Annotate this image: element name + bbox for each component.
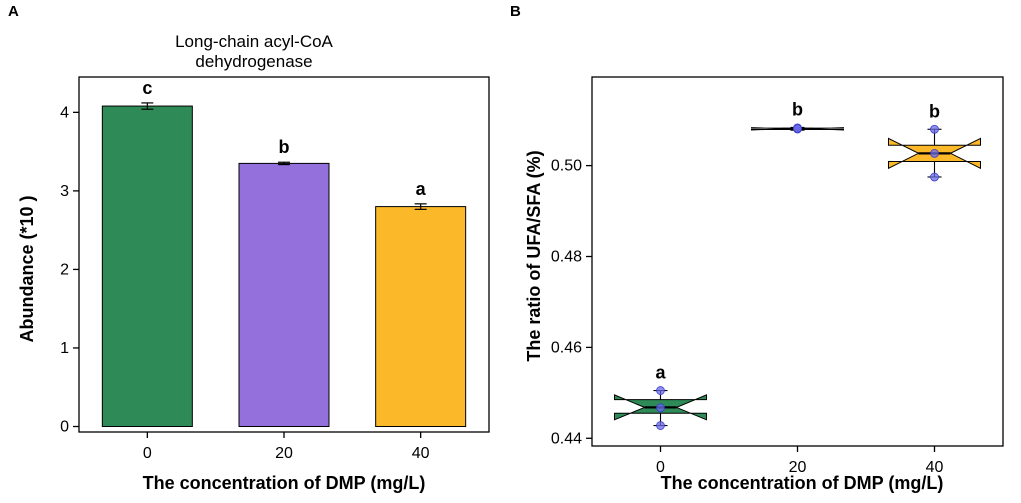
panel-b-data-point <box>656 403 665 413</box>
panel-a-title-line-2: dehydrogenase <box>195 52 312 71</box>
panel-a-y-tick-label: 2 <box>60 261 69 278</box>
panel-b-y-tick-label: 0.44 <box>551 430 582 447</box>
panel-b-y-tick-label: 0.50 <box>551 158 582 175</box>
panel-b-x-axis-label: The concentration of DMP (mg/L) <box>661 473 944 493</box>
panel-a-bar-40 <box>375 206 467 428</box>
panel-b-y-tick-label: 0.48 <box>551 249 582 266</box>
panel-b-data-point <box>793 124 802 133</box>
panel-b-x-tick-label: 0 <box>656 459 665 476</box>
panel-b-significance-label: b <box>792 99 803 119</box>
panel-a-bar-0 <box>101 105 193 428</box>
panel-a-y-tick-label: 0 <box>60 419 69 436</box>
panel-a-x-tick-label: 20 <box>275 445 293 462</box>
panel-b-data-point <box>656 386 665 395</box>
panel-a-significance-label: b <box>279 137 290 157</box>
panel-b-y-axis-label: The ratio of UFA/SFA (%) <box>524 150 544 361</box>
panel-b-significance-label: b <box>929 101 940 121</box>
panel-a-title-line-1: Long-chain acyl-CoA <box>175 32 333 51</box>
panel-a-bar-20 <box>238 162 330 428</box>
panel-a-y-tick-label: 3 <box>60 183 69 200</box>
panel-b-data-point <box>930 172 939 182</box>
panel-a-y-axis-label: Abundance (*10 ) <box>17 195 37 342</box>
panel-b-plot: 0.44 0.46 0.48 0.50 0 a 20 b 40 b <box>551 76 1004 476</box>
panel-a-significance-label: a <box>416 179 427 199</box>
panel-a-x-axis-label: The concentration of DMP (mg/L) <box>143 473 426 493</box>
panel-a-x-tick-label: 0 <box>143 445 152 462</box>
panel-b-data-point <box>656 421 665 430</box>
panel-a-significance-label: c <box>142 78 152 98</box>
panel-b-significance-label: a <box>655 363 666 383</box>
panel-a-x-tick-label: 40 <box>412 445 430 462</box>
panel-b-data-point <box>930 148 939 158</box>
panel-b-x-tick-label: 40 <box>926 459 944 476</box>
panel-a-y-tick-label: 1 <box>60 340 69 357</box>
panel-b-y-tick-label: 0.46 <box>551 339 582 356</box>
panel-b-letter: B <box>510 3 521 20</box>
panel-a-y-tick-label: 4 <box>60 104 69 121</box>
panel-b-data-point <box>930 124 939 134</box>
panel-a-letter: A <box>8 3 19 20</box>
panel-b-x-tick-label: 20 <box>789 459 807 476</box>
